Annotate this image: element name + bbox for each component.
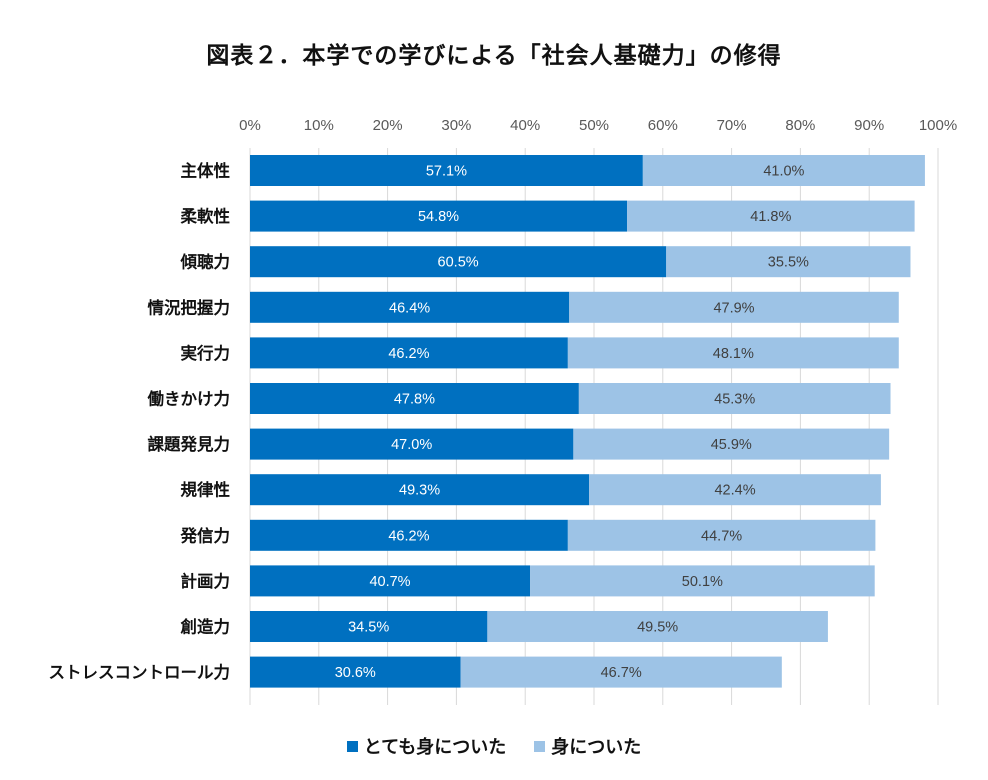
x-tick-label: 70%: [717, 117, 747, 134]
data-label: 46.2%: [388, 528, 429, 544]
data-label: 45.3%: [714, 392, 755, 408]
x-tick-label: 90%: [854, 117, 884, 134]
data-label: 44.7%: [701, 528, 742, 544]
x-tick-label: 20%: [373, 117, 403, 134]
data-label: 30.6%: [335, 665, 376, 681]
x-tick-label: 0%: [239, 117, 261, 134]
bar-very: [250, 200, 628, 232]
category-label: 計画力: [181, 571, 231, 591]
bar-somewhat: [589, 474, 881, 506]
bar-very: [250, 565, 531, 597]
bar-somewhat: [627, 200, 915, 232]
data-label: 47.9%: [713, 300, 754, 316]
category-label: 実行力: [181, 343, 231, 363]
bar-somewhat: [567, 337, 899, 369]
category-label: 規律性: [181, 480, 231, 500]
x-axis-ticks: 0% 10% 20% 30% 40% 50% 60% 70% 80% 90% 100%: [239, 117, 957, 134]
x-tick-label: 10%: [304, 117, 334, 134]
legend-label-somewhat: 身についた: [551, 737, 642, 758]
data-label: 34.5%: [348, 620, 389, 636]
category-label: 情況把握力: [148, 297, 231, 317]
data-label: 60.5%: [438, 255, 479, 271]
category-label: 傾聴力: [180, 252, 231, 272]
data-label: 40.7%: [369, 574, 410, 590]
category-label: 主体性: [181, 161, 231, 181]
category-label: 働きかけ力: [147, 389, 231, 409]
bar-very: [250, 337, 568, 369]
bar-very: [250, 246, 667, 278]
legend-swatch-somewhat: [534, 740, 546, 752]
data-label: 41.0%: [763, 164, 804, 180]
chart-title: 図表２．本学での学びによる「社会人基礎力」の修得: [206, 43, 782, 69]
bar-very: [250, 519, 568, 551]
x-tick-label: 60%: [648, 117, 678, 134]
data-label: 45.9%: [711, 437, 752, 453]
data-label: 57.1%: [426, 164, 467, 180]
category-label: ストレスコントロール力: [49, 662, 231, 682]
bar-very: [250, 291, 570, 323]
bar-very: [250, 611, 488, 642]
category-labels: 主体性柔軟性傾聴力情況把握力実行力働きかけ力課題発見力規律性発信力計画力創造力ス…: [49, 161, 231, 683]
x-tick-label: 100%: [919, 117, 957, 134]
data-label: 41.8%: [750, 209, 791, 225]
data-label: 54.8%: [418, 209, 459, 225]
grid-lines: [249, 148, 939, 705]
x-tick-label: 30%: [441, 117, 471, 134]
bar-very: [250, 155, 643, 186]
bar-somewhat: [569, 291, 899, 323]
bar-somewhat: [573, 428, 890, 460]
legend-item-somewhat: 身についた: [534, 733, 641, 759]
data-label: 47.8%: [394, 392, 435, 408]
data-label: 47.0%: [391, 437, 432, 453]
bar-somewhat: [460, 656, 782, 688]
data-label: 49.5%: [637, 620, 678, 636]
x-tick-label: 50%: [579, 117, 609, 134]
bar-somewhat: [530, 565, 875, 597]
data-label: 46.7%: [601, 665, 642, 681]
bar-very: [250, 656, 461, 688]
category-label: 柔軟性: [181, 206, 231, 226]
legend-swatch-very: [346, 740, 358, 752]
category-label: 創造力: [180, 617, 231, 637]
category-label: 課題発見力: [148, 434, 231, 454]
legend: とても身についた 身についた: [0, 733, 988, 759]
legend-label-very: とても身についた: [363, 737, 507, 758]
data-label: 49.3%: [399, 483, 440, 499]
data-label: 35.5%: [768, 255, 809, 271]
x-tick-label: 40%: [510, 117, 540, 134]
bar-series: 57.1% 41.0% 54.8% 41.8% 60.5% 35.5% 46.4% 47.9%…: [250, 155, 925, 688]
legend-item-very: とても身についた: [346, 733, 507, 759]
bar-somewhat: [487, 611, 828, 642]
bar-somewhat: [666, 246, 911, 278]
data-label: 42.4%: [714, 483, 755, 499]
category-label: 発信力: [180, 525, 231, 545]
data-label: 50.1%: [682, 574, 723, 590]
bar-very: [250, 383, 579, 414]
bar-somewhat: [567, 519, 876, 551]
data-label: 46.2%: [388, 346, 429, 362]
bar-somewhat: [642, 155, 925, 186]
data-label: 48.1%: [713, 346, 754, 362]
bar-very: [250, 428, 574, 460]
bar-very: [250, 474, 590, 506]
x-tick-label: 80%: [785, 117, 815, 134]
data-label: 46.4%: [389, 300, 430, 316]
bar-somewhat: [578, 383, 891, 414]
